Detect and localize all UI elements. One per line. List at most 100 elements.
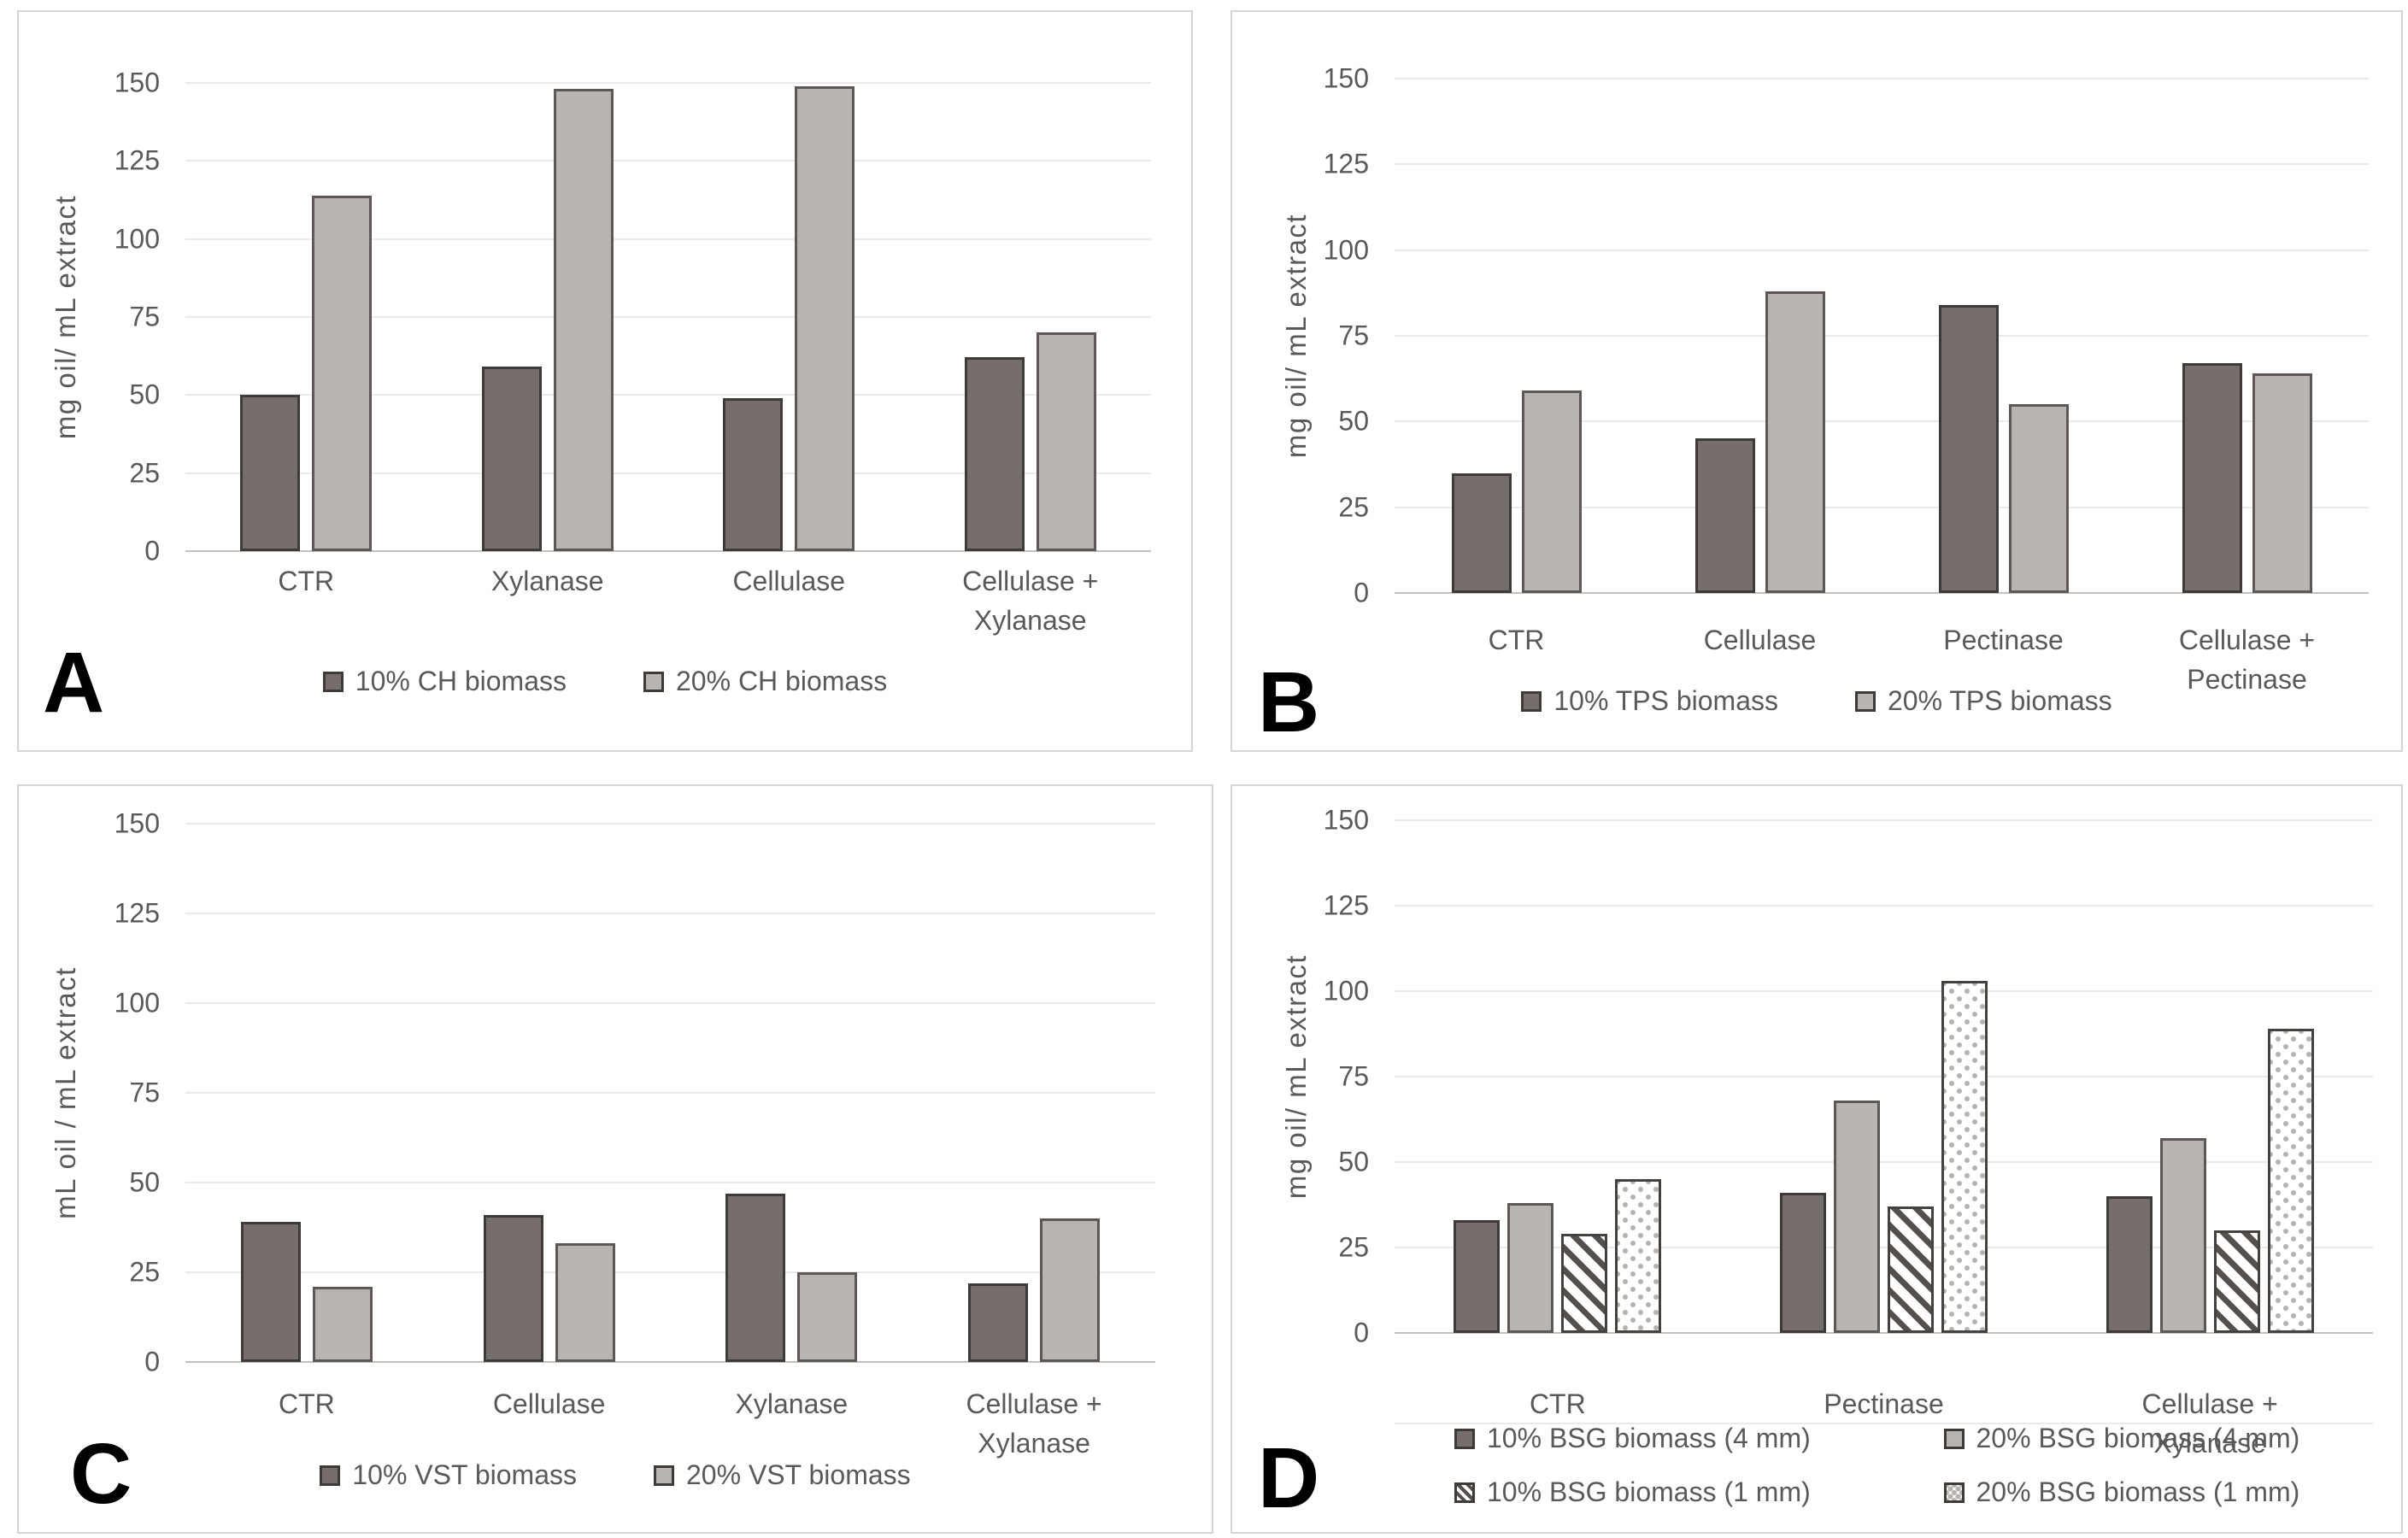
bar-hatch [2213,1230,2260,1333]
panel-b: mg oil/ mL extract B 0 25 50 75 100 125 150 CTR… [1230,10,2403,752]
legend-item: 20% BSG biomass (1 mm) [1884,1476,2300,1508]
category-label: CTR [1488,625,1545,655]
bar-hatch [1888,1206,1934,1333]
legend-marker-dark [322,671,344,692]
y-tick-label: 75 [1338,1060,1369,1092]
legend: 10% BSG biomass (4 mm) 20% BSG biomass (4… [1395,1423,2373,1507]
y-axis-title: mg oil/ mL extract [50,194,81,440]
gridline [1395,163,2369,166]
y-tick-label: 25 [1338,1231,1369,1263]
x-axis-line [185,1361,1155,1363]
x-axis-line [185,550,1151,552]
legend-item: 10% BSG biomass (4 mm) [1395,1423,1811,1454]
gridline [185,1271,1155,1273]
y-tick-label: 100 [114,223,160,255]
y-tick-label: 75 [1338,320,1369,351]
y-tick-label: 25 [129,457,160,489]
bar-light [553,89,614,551]
category-label: Cellulase + Xylanase [2141,1388,2278,1459]
gridline [185,82,1151,84]
bar-dot [2267,1029,2314,1333]
y-tick-label: 150 [1323,804,1369,836]
category-label: Cellulase [492,1388,606,1419]
y-tick-label: 150 [1323,62,1369,94]
plot-area [1395,78,2369,594]
bar-light [555,1243,615,1362]
panel-letter: A [43,635,105,731]
panel-letter: D [1258,1430,1320,1526]
bar-dark [483,1214,543,1362]
bar-light [1036,332,1096,551]
bar-dot [1941,981,1988,1333]
legend-marker-light [643,671,664,692]
gridline [185,913,1155,914]
category-label: CTR [1529,1388,1586,1419]
bar-dark [240,1222,301,1362]
category-label: Cellulase [732,566,846,596]
y-axis-title: mL oil / mL extract [50,966,81,1219]
y-tick-label: 75 [129,301,160,332]
bar-dark [725,1193,786,1362]
gridline [1395,78,2369,79]
category-label: CTR [278,1388,335,1419]
legend-label: 10% TPS biomass [1553,685,1778,716]
gridline [1395,905,2373,907]
y-tick-label: 125 [114,144,160,176]
y-tick-label: 50 [129,1166,160,1198]
legend: 10% CH biomass 20% CH biomass [19,666,1191,697]
category-label: CTR [278,566,335,596]
gridline [1395,1161,2373,1163]
plot-area [185,82,1151,552]
legend-item: 20% TPS biomass [1855,685,2112,717]
y-tick-label: 0 [1354,1317,1369,1348]
legend-label: 20% BSG biomass (1 mm) [1976,1476,2300,1507]
bar-light [795,85,855,551]
y-tick-label: 50 [129,379,160,410]
panel-letter: B [1258,655,1320,750]
legend-item: 10% VST biomass [320,1459,577,1491]
legend-marker-dot [1943,1482,1965,1503]
legend-item: 20% BSG biomass (4 mm) [1884,1423,2299,1454]
legend-item: 10% CH biomass [322,666,567,697]
gridline [185,472,1151,474]
bar-hatch [1561,1234,1608,1333]
gridline [1395,506,2369,508]
gridline [185,1092,1155,1094]
bar-dark [2182,363,2242,593]
y-tick-label: 50 [1338,1146,1369,1177]
plot-area [1395,819,2373,1334]
x-axis-line [1395,1332,2373,1334]
bar-light [2252,373,2312,593]
category-label: Pectinase [1824,1388,1944,1419]
category-label: Xylanase [735,1388,849,1419]
gridline [185,1002,1155,1004]
bar-dark [481,367,542,551]
gridline [1395,420,2369,423]
bar-dark [1454,1220,1501,1333]
y-tick-label: 125 [1323,889,1369,921]
y-tick-label: 0 [1354,577,1369,608]
bar-dark [1451,473,1512,593]
bar-light [1765,291,1825,593]
y-tick-label: 100 [1323,975,1369,1007]
bar-dark [1938,304,1999,593]
bar-light [312,195,373,551]
y-tick-label: 125 [1323,148,1369,179]
bar-dark [2106,1196,2153,1333]
legend-item: 20% CH biomass [643,666,887,697]
gridline [1395,335,2369,337]
panel-d: mg oil/ mL extract D 0 25 50 75 100 125 150 CTR… [1230,784,2403,1534]
legend-label: 10% BSG biomass (1 mm) [1487,1476,1811,1507]
y-tick-label: 50 [1338,405,1369,437]
y-tick-label: 125 [114,897,160,929]
category-label: Cellulase + Xylanase [962,566,1099,637]
legend-label: 10% VST biomass [352,1459,577,1490]
legend-marker-dark [320,1465,341,1486]
gridline [185,394,1151,396]
gridline [1395,819,2373,821]
gridline [185,316,1151,318]
legend-label: 20% TPS biomass [1888,685,2112,716]
bar-dark [240,395,301,551]
bar-light [2008,404,2069,593]
